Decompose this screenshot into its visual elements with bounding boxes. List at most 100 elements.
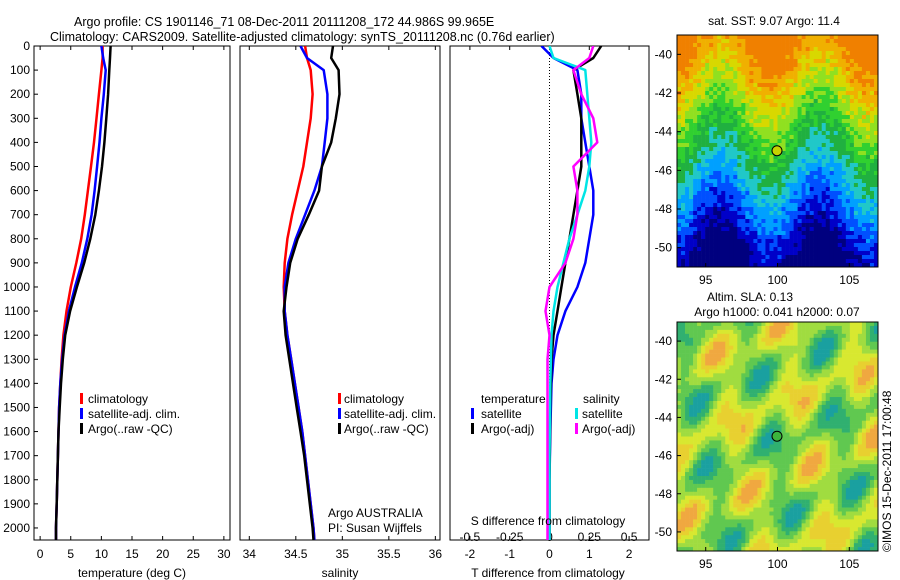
heatmap-cell	[737, 381, 742, 386]
heatmap-cell	[761, 444, 766, 449]
heatmap-cell	[865, 377, 871, 382]
heatmap-cell	[789, 247, 794, 252]
heatmap-cell	[845, 377, 851, 382]
heatmap-cell	[681, 424, 686, 429]
heatmap-cell	[757, 119, 762, 124]
heatmap-cell	[769, 163, 774, 168]
heatmap-cell	[785, 115, 790, 120]
heatmap-cell	[689, 87, 694, 92]
heatmap-cell	[817, 444, 823, 449]
heatmap-cell	[797, 103, 802, 108]
heatmap-cell	[765, 432, 770, 437]
heatmap-cell	[737, 51, 742, 56]
legend-label-argo: Argo(..raw -QC)	[344, 422, 429, 436]
heatmap-cell	[701, 135, 706, 140]
heatmap-cell	[829, 424, 835, 429]
heatmap-cell	[781, 259, 786, 264]
heatmap-cell	[693, 195, 698, 200]
heatmap-cell	[845, 393, 851, 398]
heatmap-cell	[701, 175, 706, 180]
heatmap-cell	[841, 424, 847, 429]
heatmap-cell	[693, 389, 698, 394]
heatmap-cell	[869, 103, 875, 108]
heatmap-cell	[873, 464, 879, 469]
heatmap-cell	[741, 353, 746, 358]
heatmap-cell	[849, 460, 855, 465]
heatmap-cell	[793, 357, 798, 362]
heatmap-cell	[741, 147, 746, 152]
heatmap-cell	[773, 357, 778, 362]
heatmap-cell	[869, 95, 875, 100]
heatmap-cell	[853, 464, 859, 469]
heatmap-cell	[773, 163, 778, 168]
heatmap-cell	[737, 263, 742, 268]
heatmap-cell	[789, 385, 794, 390]
heatmap-cell	[865, 123, 871, 128]
heatmap-cell	[857, 139, 863, 144]
heatmap-cell	[853, 247, 859, 252]
heatmap-cell	[717, 251, 722, 256]
heatmap-cell	[829, 139, 835, 144]
heatmap-cell	[793, 349, 798, 354]
heatmap-cell	[853, 79, 859, 84]
heatmap-cell	[689, 349, 694, 354]
heatmap-cell	[813, 119, 818, 124]
heatmap-cell	[757, 35, 762, 40]
heatmap-cell	[705, 83, 710, 88]
heatmap-cell	[857, 432, 863, 437]
heatmap-cell	[793, 460, 798, 465]
heatmap-cell	[725, 67, 730, 72]
heatmap-cell	[873, 135, 879, 140]
heatmap-cell	[861, 155, 867, 160]
heatmap-cell	[805, 155, 810, 160]
heatmap-cell	[721, 95, 726, 100]
heatmap-cell	[721, 424, 726, 429]
heatmap-cell	[745, 139, 750, 144]
heatmap-cell	[725, 333, 730, 339]
heatmap-cell	[829, 460, 835, 465]
heatmap-cell	[853, 187, 859, 192]
heatmap-cell	[785, 67, 790, 72]
heatmap-cell	[709, 119, 714, 124]
heatmap-cell	[745, 424, 750, 429]
heatmap-cell	[845, 175, 851, 180]
heatmap-cell	[697, 452, 702, 457]
heatmap-cell	[837, 397, 843, 402]
heatmap-cell	[869, 139, 875, 144]
heatmap-cell	[685, 408, 690, 414]
heatmap-cell	[761, 179, 766, 184]
heatmap-cell	[717, 365, 722, 370]
heatmap-cell	[753, 381, 758, 386]
heatmap-cell	[773, 397, 778, 402]
heatmap-cell	[853, 337, 859, 343]
heatmap-cell	[681, 215, 686, 220]
heatmap-cell	[801, 75, 806, 80]
heatmap-cell	[861, 397, 867, 402]
heatmap-cell	[733, 385, 738, 390]
heatmap-cell	[825, 203, 831, 208]
heatmap-cell	[753, 468, 758, 473]
heatmap-cell	[861, 67, 867, 72]
heatmap-cell	[865, 263, 871, 268]
heatmap-cell	[733, 147, 738, 152]
heatmap-cell	[725, 424, 730, 429]
heatmap-cell	[765, 349, 770, 354]
heatmap-cell	[837, 247, 843, 252]
heatmap-cell	[797, 163, 802, 168]
heatmap-cell	[753, 251, 758, 256]
heatmap-cell	[841, 337, 847, 343]
heatmap-cell	[757, 155, 762, 160]
heatmap-cell	[813, 329, 818, 335]
heatmap-cell	[801, 243, 806, 248]
heatmap-cell	[817, 349, 823, 354]
heatmap-cell	[713, 55, 718, 60]
heatmap-cell	[825, 235, 831, 240]
heatmap-cell	[697, 325, 702, 331]
heatmap-cell	[845, 135, 851, 140]
heatmap-cell	[785, 151, 790, 156]
heatmap-cell	[701, 329, 706, 335]
heatmap-cell	[709, 159, 714, 164]
heatmap-cell	[789, 203, 794, 208]
heatmap-cell	[753, 91, 758, 96]
heatmap-cell	[709, 207, 714, 212]
